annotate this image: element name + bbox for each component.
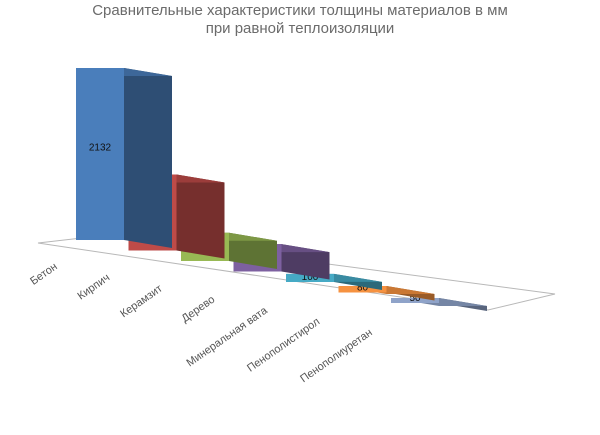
chart-title-line2: при равной теплоизоляции xyxy=(205,20,395,37)
bar-side xyxy=(229,232,277,269)
chart-title-line1: Сравнительные характеристики толщины мат… xyxy=(92,2,508,19)
chart-title: Сравнительные характеристики толщины мат… xyxy=(0,2,600,38)
data-label: 80 xyxy=(357,283,369,294)
bar-front xyxy=(76,68,124,240)
x-tick-label: Дерево xyxy=(180,294,218,325)
bar-5: 80 xyxy=(338,283,435,301)
bar-0: 2132 xyxy=(76,68,172,248)
bar-front xyxy=(338,286,387,293)
data-label: 50 xyxy=(409,293,421,304)
x-tick-label: Керамзит xyxy=(118,283,165,321)
bar-6: 50 xyxy=(391,293,487,311)
x-tick-label: Пенополиуретан xyxy=(298,327,374,386)
data-label: 2132 xyxy=(89,143,112,154)
bar-front xyxy=(391,298,439,303)
bar-front xyxy=(286,273,334,282)
x-tick-label: Кирпич xyxy=(75,272,112,303)
bar-side xyxy=(281,244,330,280)
x-tick-label: Бетон xyxy=(28,261,60,288)
bar-side xyxy=(124,68,172,248)
data-label: 100 xyxy=(302,272,319,283)
bar-side xyxy=(176,174,225,259)
